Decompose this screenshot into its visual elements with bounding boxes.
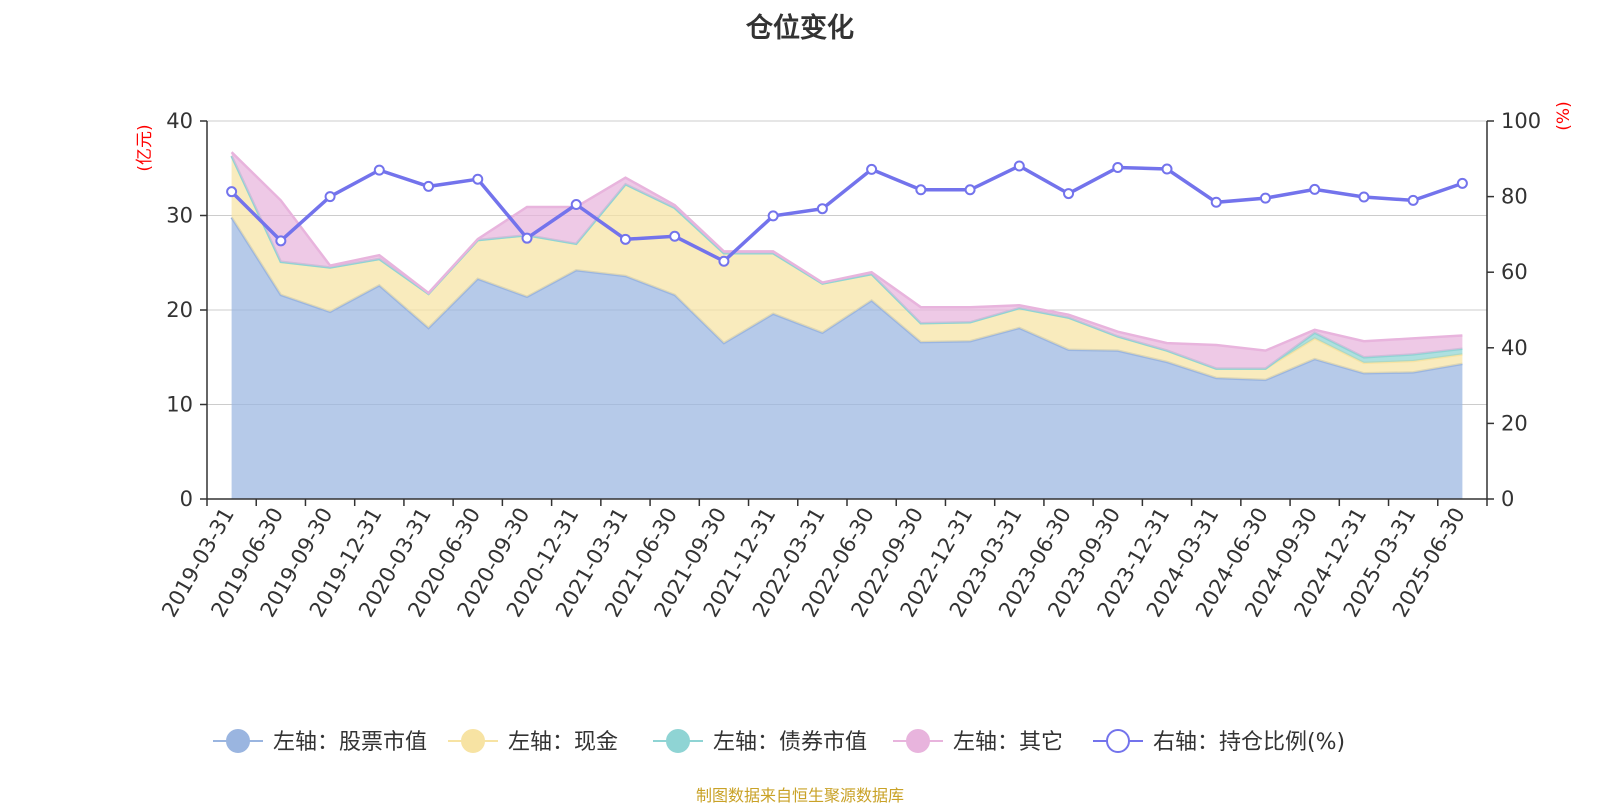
right-axis-unit: (%) <box>1554 101 1574 130</box>
left-tick-label: 30 <box>166 204 193 228</box>
area-series-1 <box>231 156 1463 380</box>
holding-ratio-point <box>816 203 828 215</box>
holding-ratio-point <box>718 255 730 267</box>
legend-label-4: 右轴：持仓比例(%) <box>1153 730 1345 755</box>
right-tick-label: 40 <box>1501 336 1528 360</box>
holding-ratio-point <box>1112 161 1124 173</box>
legend-label-3: 左轴：其它 <box>953 730 1063 755</box>
area-series-0 <box>231 217 1463 499</box>
holding-ratio-point <box>472 173 484 185</box>
holding-ratio-point <box>767 210 779 222</box>
legend-marker-0 <box>226 729 250 753</box>
holding-ratio-point <box>1013 160 1025 172</box>
holding-ratio-point <box>1456 177 1468 189</box>
right-tick-label: 100 <box>1501 109 1541 133</box>
holding-ratio-point <box>275 235 287 247</box>
holding-ratio-point <box>226 186 238 198</box>
left-tick-label: 20 <box>166 298 193 322</box>
holding-ratio-point <box>570 199 582 211</box>
legend-label-0: 左轴：股票市值 <box>273 730 427 755</box>
legend-marker-4 <box>1106 729 1130 753</box>
holding-ratio-point <box>619 233 631 245</box>
holding-ratio-point <box>1407 194 1419 206</box>
holding-ratio-point <box>1063 188 1075 200</box>
left-tick-label: 40 <box>166 109 193 133</box>
legend-marker-3 <box>906 729 930 753</box>
holding-ratio-point <box>1358 191 1370 203</box>
holding-ratio-point <box>373 164 385 176</box>
holding-ratio-point <box>1259 192 1271 204</box>
left-axis-unit: (亿元) <box>135 124 155 171</box>
legend-label-1: 左轴：现金 <box>508 730 618 755</box>
holding-ratio-point <box>423 180 435 192</box>
left-tick-label: 10 <box>166 393 193 417</box>
right-tick-label: 80 <box>1501 185 1528 209</box>
area-series-2 <box>231 156 1463 369</box>
legend-marker-1 <box>461 729 485 753</box>
left-tick-label: 0 <box>180 487 193 511</box>
legend-label-2: 左轴：债券市值 <box>713 730 867 755</box>
holding-ratio-point <box>324 191 336 203</box>
holding-ratio-point <box>964 184 976 196</box>
holding-ratio-point <box>521 232 533 244</box>
holding-ratio-point <box>866 163 878 175</box>
holding-ratio-line <box>230 164 1463 264</box>
holding-ratio-point <box>1309 183 1321 195</box>
holding-ratio-point <box>669 230 681 242</box>
holding-ratio-point <box>1161 163 1173 175</box>
right-tick-label: 60 <box>1501 260 1528 284</box>
right-tick-label: 20 <box>1501 411 1528 435</box>
holding-ratio-point <box>915 184 927 196</box>
legend-marker-2 <box>666 729 690 753</box>
chart-title: 仓位变化 <box>746 13 854 44</box>
position-change-chart: 010203040020406080100(亿元)(%)2019-03-3120… <box>135 101 1574 755</box>
holding-ratio-point <box>1210 196 1222 208</box>
area-series-edge-3 <box>230 151 1463 352</box>
source-note: 制图数据来自恒生聚源数据库 <box>695 786 904 805</box>
right-tick-label: 0 <box>1501 487 1514 511</box>
